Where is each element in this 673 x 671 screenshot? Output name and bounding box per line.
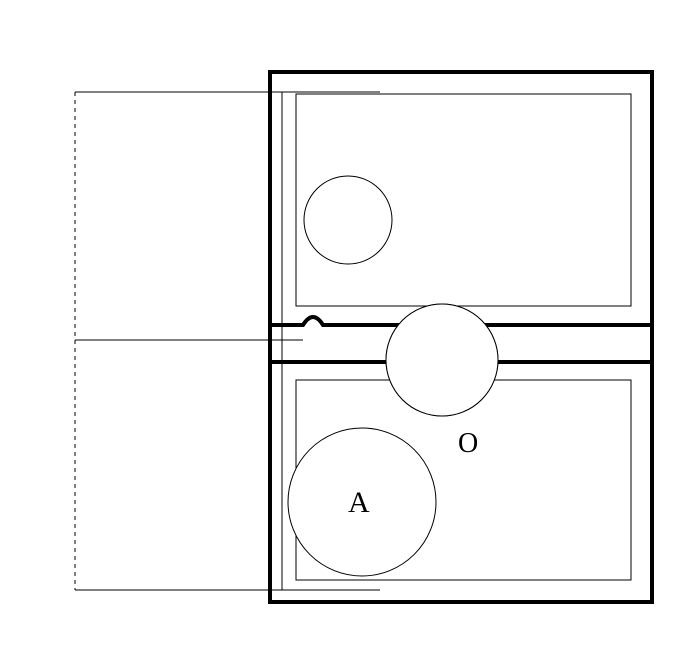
circle-small: [304, 176, 392, 264]
diagram-svg: AO: [0, 0, 673, 671]
label-o: O: [458, 428, 478, 459]
circle-medium-front: [386, 304, 498, 416]
label-a: A: [348, 486, 370, 519]
